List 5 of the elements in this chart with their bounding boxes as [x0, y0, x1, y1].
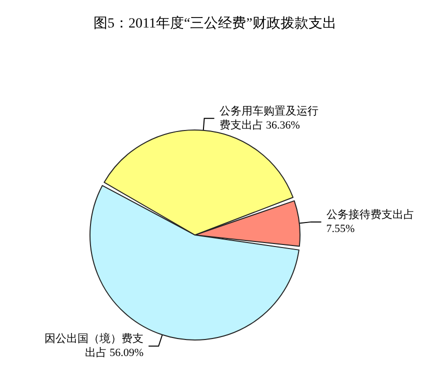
slice-label: 公务接待费支出占 [326, 208, 418, 221]
chart-title: 图5：2011年度“三公经费”财政拨款支出 [94, 16, 336, 32]
slice-label: 因公出国（境）费支出占 56.09% [44, 332, 144, 360]
slice-label: 公务用车购置及运行费支出占 36.36% [219, 104, 318, 132]
data-label: 7.55% [326, 222, 355, 235]
